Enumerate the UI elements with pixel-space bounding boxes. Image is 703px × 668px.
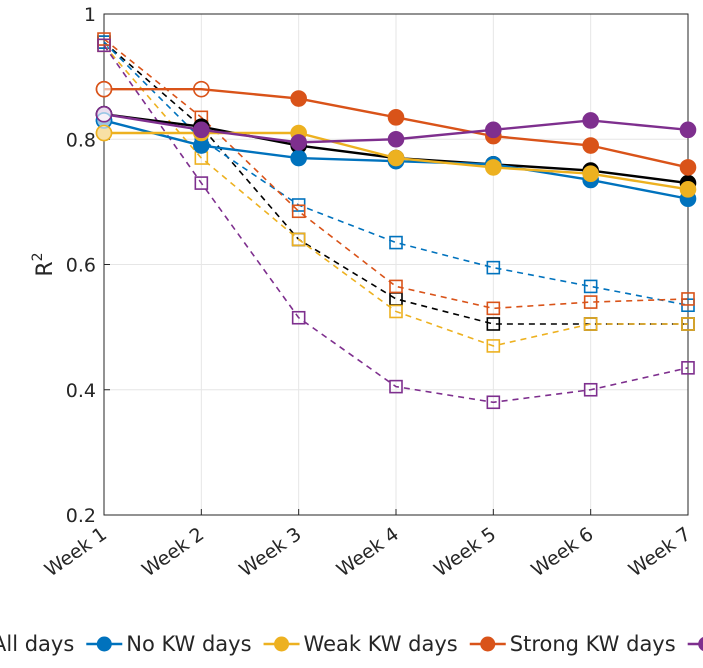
x-tick-label: Week 2 bbox=[138, 523, 208, 581]
data-point-circle bbox=[290, 90, 307, 107]
data-point-open-circle bbox=[95, 80, 113, 98]
data-point-square bbox=[583, 295, 598, 309]
data-point-circle bbox=[290, 149, 307, 167]
data-point-circle bbox=[485, 159, 502, 176]
data-point-square bbox=[389, 379, 403, 394]
data-point-square bbox=[486, 339, 501, 353]
y-tick-label: 0.8 bbox=[66, 129, 96, 151]
series-line bbox=[103, 44, 688, 347]
legend-label: No KW days bbox=[126, 632, 251, 656]
data-point-square bbox=[583, 382, 598, 397]
y-tick-label: 0.2 bbox=[66, 505, 96, 527]
data-point-square bbox=[291, 232, 306, 247]
x-tick-label: Week 1 bbox=[41, 523, 111, 581]
y-tick-label: 1 bbox=[84, 4, 96, 26]
data-point-square bbox=[291, 310, 306, 325]
data-point-circle bbox=[290, 134, 307, 151]
legend-item: All days bbox=[0, 632, 74, 656]
solid-series bbox=[95, 80, 697, 176]
legend-label: All days bbox=[0, 632, 74, 656]
data-point-square bbox=[583, 279, 598, 294]
x-tick-label: Week 3 bbox=[235, 523, 305, 581]
y-axis-label-base: R bbox=[33, 261, 58, 276]
data-point-square bbox=[291, 204, 306, 219]
data-point-square bbox=[681, 292, 695, 306]
series-line bbox=[103, 44, 689, 404]
data-point-square bbox=[681, 317, 695, 331]
data-point-square bbox=[583, 317, 598, 331]
data-point-circle bbox=[485, 121, 502, 139]
y-tick-label: 0.6 bbox=[66, 255, 96, 277]
legend-item: Strong KW days bbox=[469, 632, 676, 656]
legend-label: Weak KW days bbox=[304, 632, 458, 656]
data-point-open-circle bbox=[95, 105, 113, 123]
legend-label: Strong KW days bbox=[510, 632, 676, 656]
data-point-square bbox=[194, 176, 209, 190]
data-point-circle bbox=[387, 130, 405, 148]
data-point-circle bbox=[582, 165, 599, 182]
legend: All days No KW days Weak KW days Strong KW … bbox=[0, 632, 703, 656]
legend-swatch-marker bbox=[480, 636, 496, 652]
data-point-circle bbox=[679, 159, 697, 176]
data-point-square bbox=[486, 301, 501, 316]
x-tick-label: Week 7 bbox=[625, 523, 695, 581]
data-point-circle bbox=[193, 121, 210, 139]
y-axis-label: R2 bbox=[30, 252, 58, 276]
x-axis-ticks: Week 1 Week 2 Week 3 Week 4 Week 5 Week 6 Week… bbox=[41, 509, 695, 581]
legend-item: No KW days bbox=[86, 632, 252, 656]
data-point-circle bbox=[582, 137, 599, 154]
data-point-square bbox=[389, 279, 403, 294]
data-point-square bbox=[486, 395, 501, 410]
x-tick-label: Week 4 bbox=[333, 523, 403, 581]
series-layer bbox=[95, 32, 697, 410]
legend-swatch-marker bbox=[96, 636, 112, 652]
data-point-square bbox=[389, 235, 403, 250]
data-point-open-circle bbox=[95, 124, 113, 142]
data-point-square bbox=[486, 317, 501, 331]
x-tick-label: Week 5 bbox=[430, 523, 500, 581]
data-point-circle bbox=[679, 181, 697, 198]
data-point-square bbox=[681, 361, 695, 375]
dashed-series bbox=[97, 38, 695, 353]
data-point-square bbox=[389, 304, 403, 319]
legend-swatch-marker bbox=[698, 636, 703, 652]
data-point-circle bbox=[387, 109, 405, 126]
data-point-circle bbox=[193, 80, 210, 98]
data-point-circle bbox=[582, 112, 599, 129]
legend-item: Weak KW days bbox=[263, 632, 458, 656]
y-tick-label: 0.4 bbox=[66, 380, 96, 402]
data-point-square bbox=[486, 260, 501, 275]
data-point-circle bbox=[387, 149, 405, 167]
series-line bbox=[103, 38, 689, 310]
y-axis-ticks: 0.2 0.4 0.6 0.8 1 bbox=[66, 4, 110, 527]
legend-swatch-marker bbox=[274, 636, 290, 652]
legend-item: Extreme KW days bbox=[687, 636, 703, 652]
data-point-square bbox=[97, 38, 111, 53]
x-tick-label: Week 6 bbox=[527, 523, 597, 581]
y-axis-label-superscript: 2 bbox=[30, 252, 46, 261]
data-point-circle bbox=[679, 121, 697, 139]
dashed-series bbox=[97, 38, 695, 410]
